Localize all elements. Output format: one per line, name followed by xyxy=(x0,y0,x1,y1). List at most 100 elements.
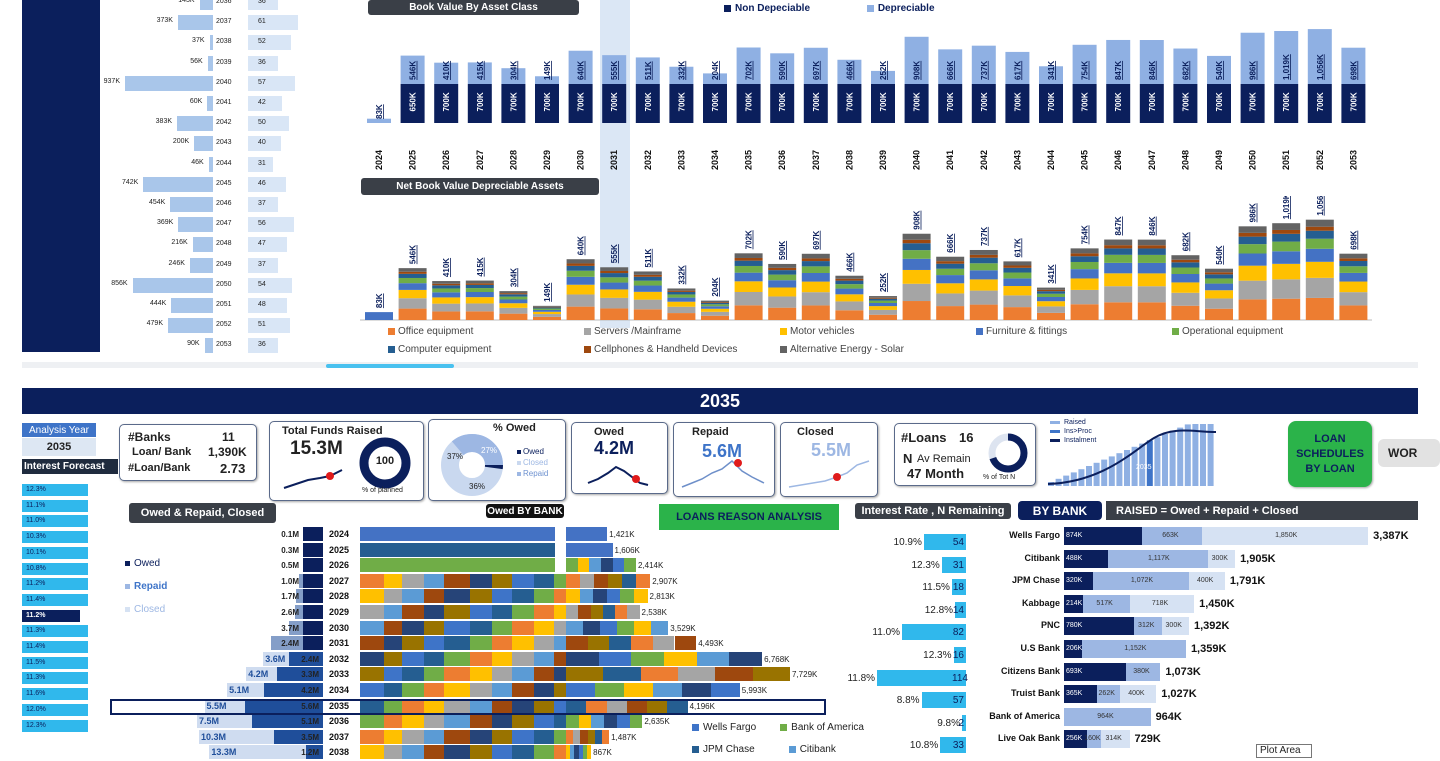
tl-left-label: 60K xyxy=(189,98,203,105)
nbv-segment xyxy=(499,296,528,300)
obb-wide-segment xyxy=(492,683,512,697)
obb-wide-segment xyxy=(424,636,444,651)
year-tick-label: 2025 xyxy=(408,150,418,170)
nbv-segment xyxy=(801,253,830,259)
tl-left-label: 90K xyxy=(187,340,200,348)
bar-nondepreciable xyxy=(1207,84,1231,123)
analysis-year-value[interactable]: 2035 xyxy=(22,438,96,456)
tl-year-label: 2051 xyxy=(216,301,232,308)
loans-n: N xyxy=(903,451,913,466)
closed-value: 5.5M xyxy=(811,440,852,460)
nbv-segment xyxy=(902,239,931,244)
nbv-segment xyxy=(398,268,427,272)
loans-reason-button[interactable]: LOANS REASON ANALYSIS xyxy=(659,504,839,530)
label-nondepreciable: 700K xyxy=(1316,92,1325,111)
bb-owed-bar xyxy=(1064,730,1087,749)
tl-year-label: 2047 xyxy=(216,220,232,228)
nbv-segment xyxy=(902,283,931,302)
mini-bar xyxy=(1101,459,1108,486)
obb-narrow-segment xyxy=(609,636,632,651)
funds-caption: % of planned xyxy=(362,487,403,494)
nbv-segment xyxy=(398,271,427,274)
tl-left-label: 373K xyxy=(156,17,173,25)
or-owed-label: 1.7M xyxy=(281,592,299,602)
obb-narrow-segment xyxy=(652,683,682,697)
tl-year-label: 2038 xyxy=(216,38,232,46)
obb-narrow-segment xyxy=(589,558,601,573)
nbv-segment xyxy=(969,304,998,320)
tl-right-label: 36 xyxy=(258,341,266,349)
obb-wide-segment xyxy=(402,683,424,697)
or-closed-bar xyxy=(204,698,245,713)
nbv-segment xyxy=(869,297,897,299)
bar-depreciable xyxy=(1173,48,1198,84)
loan-schedules-button[interactable]: LOAN SCHEDULES BY LOAN xyxy=(1288,421,1372,487)
or-year-label: 2038 xyxy=(329,747,350,758)
bar-depreciable xyxy=(1341,47,1366,84)
nbv-segment xyxy=(1238,244,1267,254)
bb-repaid-bar xyxy=(1142,527,1203,545)
nbv-segment xyxy=(432,292,461,298)
bb-repaid-label: 262K xyxy=(1098,690,1115,698)
tl-right-label: 54 xyxy=(258,280,266,288)
obb-narrow-segment xyxy=(572,527,580,541)
nbv-segment xyxy=(499,307,528,314)
wor-button[interactable]: WOR xyxy=(1378,439,1440,467)
pie-owed xyxy=(441,434,503,496)
rate-bar xyxy=(22,484,88,496)
obb-wide-segment xyxy=(402,651,424,666)
or-owed-label: 4.2M xyxy=(301,686,319,695)
obb-wide-segment xyxy=(402,620,424,635)
obb-narrow-segment xyxy=(566,605,579,619)
scroll-bar[interactable] xyxy=(22,362,1418,368)
nbv-value-label: 697K xyxy=(812,230,821,249)
tl-year-label: 2041 xyxy=(216,99,232,106)
nbv-legend-label: Furniture & fittings xyxy=(986,326,1068,337)
or-owed-label: 0.5M xyxy=(281,561,299,571)
or-year-label: 2029 xyxy=(329,607,350,617)
in-bar xyxy=(962,714,966,731)
bar-nondepreciable xyxy=(1307,84,1332,123)
year-2035-highlight[interactable] xyxy=(110,699,826,715)
bar-nondepreciable xyxy=(400,84,425,123)
nbv-segment xyxy=(1104,254,1133,263)
nbv-segment xyxy=(1137,248,1166,255)
label-depreciable: 846K xyxy=(1148,61,1157,80)
nbv-segment xyxy=(1070,289,1099,305)
obb-wide-segment xyxy=(402,573,424,588)
label-nondepreciable: 700K xyxy=(1081,92,1090,111)
label-depreciable: 466K xyxy=(845,61,854,80)
tl-right-bar xyxy=(248,156,274,172)
nbv-segment xyxy=(768,274,797,281)
year-tick-label: 2051 xyxy=(1281,150,1291,170)
rate-label: 11.4% xyxy=(26,595,46,603)
obb-narrow-segment xyxy=(752,667,790,682)
tl-right-label: 50 xyxy=(258,119,266,127)
bb-owed-label: 780K xyxy=(1066,622,1083,630)
tl-right-bar xyxy=(248,15,298,31)
bar-depreciable xyxy=(434,62,459,84)
tl-left-bar xyxy=(194,136,213,152)
repaid-card: Repaid 5.6M xyxy=(673,422,775,497)
scroll-thumb[interactable] xyxy=(326,364,454,368)
or-closed-bar xyxy=(199,729,274,744)
tl-right-bar xyxy=(248,176,286,192)
mini-bar xyxy=(1078,469,1085,486)
nbv-segment xyxy=(633,280,662,286)
nbv-segment xyxy=(902,301,931,320)
nbv-segment xyxy=(465,311,494,320)
label-nondepreciable: 700K xyxy=(1215,92,1224,111)
nbv-segment xyxy=(1104,262,1133,274)
mini-bar xyxy=(1116,453,1123,486)
mini-bar xyxy=(1154,437,1161,486)
bb-closed-label: 314K xyxy=(1105,735,1122,743)
nbv-segment xyxy=(1339,281,1368,293)
in-rate-label: 8.8% xyxy=(896,695,920,707)
obb-total-label: 5,993K xyxy=(741,686,768,695)
nbv-segment xyxy=(835,288,864,295)
tl-year-label: 2044 xyxy=(216,159,232,167)
nbv-segment xyxy=(801,292,830,306)
obb-narrow-segment xyxy=(578,745,583,760)
nbv-segment xyxy=(600,270,629,274)
obb-wide-segment xyxy=(492,620,512,635)
